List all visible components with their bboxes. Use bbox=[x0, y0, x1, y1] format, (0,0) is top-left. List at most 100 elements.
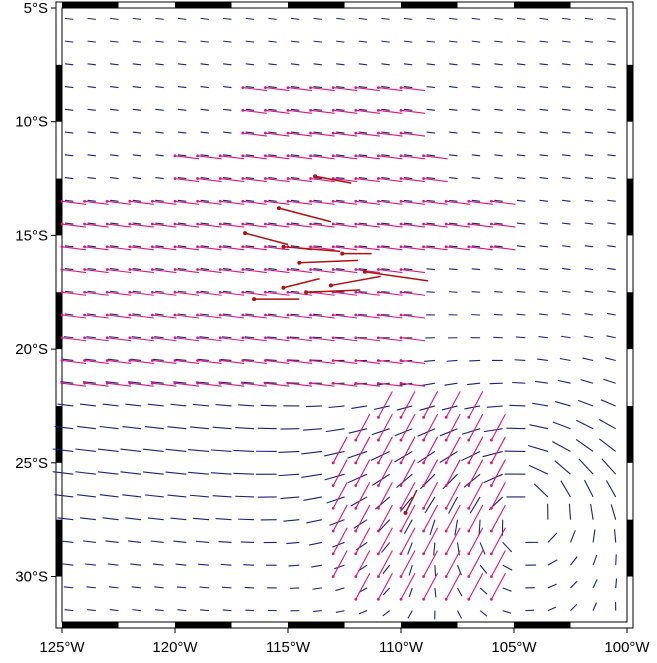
sampled-vector-point bbox=[399, 86, 403, 89]
background-vector bbox=[120, 448, 142, 452]
background-vector bbox=[590, 503, 594, 520]
background-vector bbox=[483, 473, 503, 484]
sampled-vector-point bbox=[399, 597, 403, 601]
background-vector bbox=[223, 63, 232, 66]
sampled-vector-point bbox=[444, 506, 448, 510]
background-vector bbox=[403, 268, 413, 271]
background-vector bbox=[200, 199, 209, 202]
observation-point bbox=[252, 297, 257, 302]
observation-arrows bbox=[243, 174, 429, 515]
sampled-vector bbox=[355, 87, 380, 92]
background-vector bbox=[381, 177, 390, 180]
sampled-vector-point bbox=[377, 461, 380, 465]
background-vector bbox=[552, 441, 571, 452]
background-vector bbox=[502, 542, 513, 553]
sampled-vector bbox=[287, 178, 313, 183]
background-vector bbox=[233, 449, 255, 452]
sampled-vector bbox=[174, 155, 200, 160]
background-vector bbox=[494, 108, 503, 111]
background-vector bbox=[547, 532, 558, 543]
background-vector bbox=[539, 17, 548, 20]
sampled-vector-point bbox=[467, 461, 471, 465]
background-vector bbox=[268, 245, 277, 248]
observation-point bbox=[281, 244, 286, 249]
sampled-vector bbox=[377, 391, 393, 418]
background-vector bbox=[516, 86, 526, 89]
background-vector bbox=[529, 424, 549, 430]
sampled-vector bbox=[400, 200, 426, 205]
sampled-vector bbox=[265, 200, 290, 205]
sampled-vector-point bbox=[105, 336, 109, 340]
sampled-vector bbox=[197, 337, 222, 342]
background-vector bbox=[382, 610, 391, 617]
sampled-vector bbox=[310, 314, 335, 319]
sampled-vector-point bbox=[83, 199, 86, 203]
background-vector bbox=[371, 428, 390, 436]
background-vector bbox=[562, 86, 571, 89]
observation-arrow bbox=[404, 489, 418, 514]
background-vector bbox=[554, 460, 571, 475]
background-vector bbox=[268, 63, 277, 66]
background-vector bbox=[471, 86, 481, 89]
sampled-vector-point bbox=[399, 506, 403, 510]
background-vector bbox=[516, 17, 526, 20]
sampled-vector bbox=[265, 291, 290, 296]
sampled-vector bbox=[129, 382, 154, 387]
background-vector bbox=[562, 245, 571, 248]
background-vector bbox=[245, 222, 255, 225]
sampled-vector bbox=[400, 482, 416, 509]
sampled-vector bbox=[152, 268, 177, 274]
sampled-vector-point bbox=[60, 313, 64, 317]
sampled-vector-point bbox=[264, 199, 267, 203]
sampled-vector bbox=[197, 223, 222, 228]
sampled-vector bbox=[287, 337, 313, 342]
sampled-vector bbox=[242, 382, 267, 387]
background-vector bbox=[570, 604, 578, 612]
background-vector bbox=[584, 154, 594, 157]
background-vector bbox=[155, 245, 164, 248]
sampled-vector-point bbox=[218, 177, 222, 180]
background-vector bbox=[222, 290, 232, 293]
background-vector bbox=[539, 131, 548, 134]
background-vector bbox=[598, 419, 616, 430]
sampled-vector-point bbox=[490, 597, 493, 601]
lon-label: 120°W bbox=[152, 639, 198, 656]
sampled-vector-point bbox=[331, 381, 335, 385]
sampled-vector-point bbox=[309, 336, 312, 340]
sampled-vector bbox=[423, 178, 448, 183]
background-vector bbox=[313, 63, 322, 66]
background-vector bbox=[449, 108, 458, 111]
background-vector bbox=[407, 542, 413, 555]
sampled-vector bbox=[107, 314, 132, 319]
observation-point bbox=[281, 285, 286, 290]
sampled-vector-point bbox=[331, 86, 335, 89]
sampled-vector bbox=[400, 527, 416, 555]
sampled-vector bbox=[355, 268, 380, 274]
background-vector bbox=[110, 17, 119, 20]
background-vector bbox=[110, 131, 119, 134]
background-vector bbox=[471, 17, 481, 20]
background-vector bbox=[454, 519, 459, 536]
sampled-vector-point bbox=[354, 484, 358, 487]
background-vector bbox=[516, 63, 526, 66]
sampled-vector bbox=[265, 87, 290, 92]
background-vector bbox=[403, 108, 413, 111]
background-vector bbox=[469, 496, 481, 514]
background-vector bbox=[188, 471, 209, 475]
sampled-vector bbox=[310, 337, 335, 342]
background-vector bbox=[335, 587, 345, 592]
background-vector bbox=[223, 108, 232, 111]
background-vector bbox=[381, 108, 390, 111]
background-vector bbox=[584, 17, 594, 20]
sampled-vector-point bbox=[354, 199, 358, 203]
sampled-vector-point bbox=[377, 199, 380, 203]
sampled-vector bbox=[355, 246, 380, 251]
sampled-vector bbox=[490, 436, 506, 464]
sampled-vector bbox=[490, 504, 506, 532]
sampled-vector bbox=[152, 223, 177, 228]
sampled-vector-point bbox=[128, 245, 132, 249]
background-vector bbox=[502, 610, 512, 614]
background-vector bbox=[351, 405, 368, 410]
sampled-vector bbox=[423, 572, 439, 600]
background-vector bbox=[610, 504, 617, 520]
